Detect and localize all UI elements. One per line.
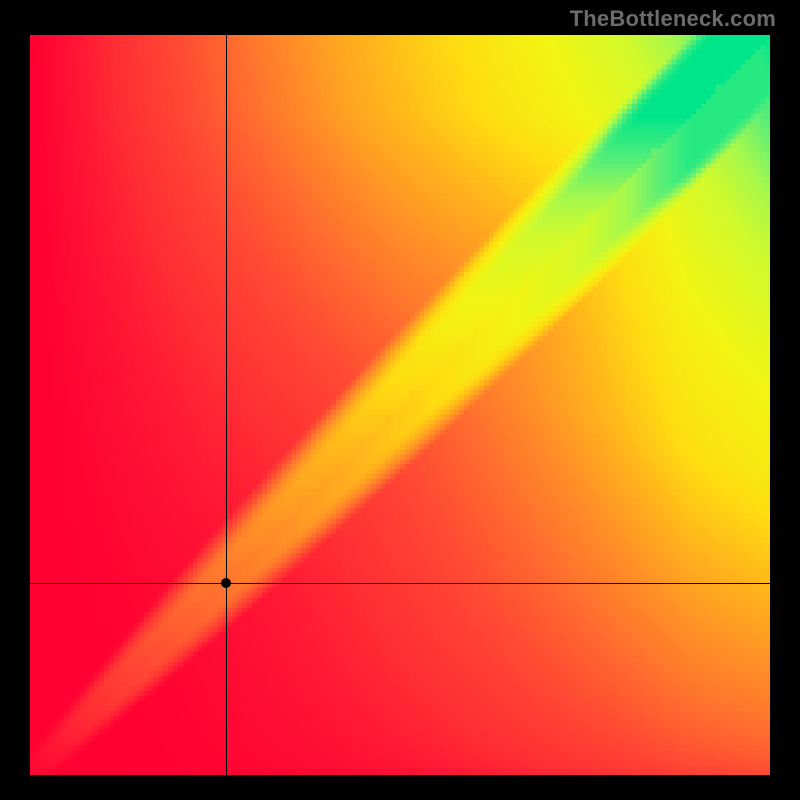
bottleneck-heatmap [30, 35, 770, 775]
bottleneck-marker-dot [221, 578, 231, 588]
watermark-text: TheBottleneck.com [570, 6, 776, 32]
crosshair-horizontal [30, 583, 770, 584]
heatmap-panel [30, 35, 770, 775]
stage: TheBottleneck.com [0, 0, 800, 800]
crosshair-vertical [226, 35, 227, 775]
